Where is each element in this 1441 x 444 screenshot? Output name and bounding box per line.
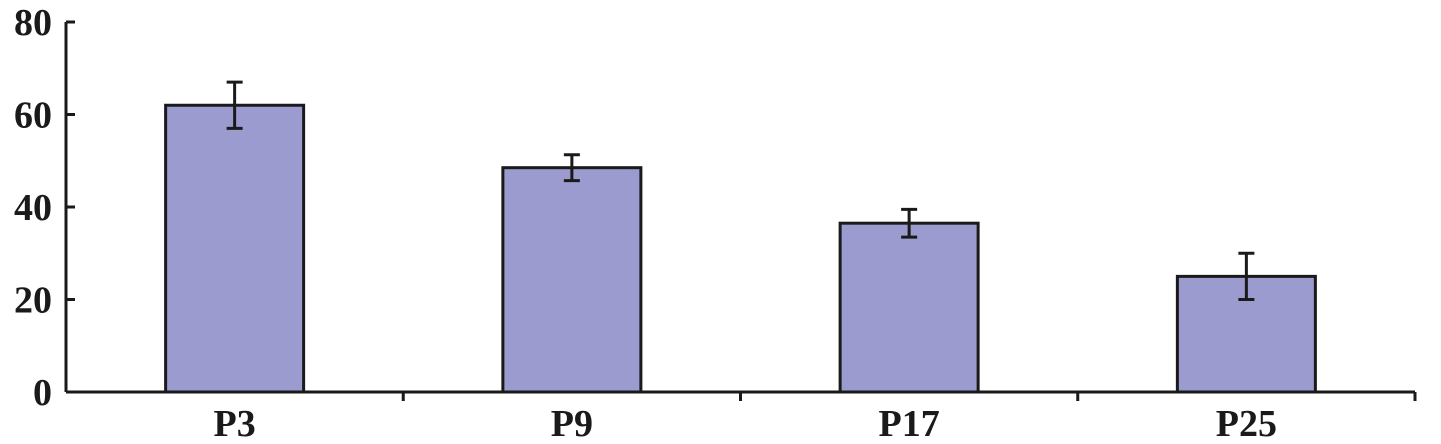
plot-area: P3 P9 P17 P25 0 20 40 60 80 xyxy=(14,2,1417,444)
x-tick-label-p9: P9 xyxy=(551,403,593,444)
x-tick-label-p25: P25 xyxy=(1216,403,1277,444)
bar-p3 xyxy=(164,103,306,394)
y-tick-label-0: 0 xyxy=(33,372,52,414)
bar-p9 xyxy=(501,166,643,394)
error-bar-p9 xyxy=(563,153,580,183)
y-tick-label-40: 40 xyxy=(14,187,52,229)
y-tick-label-80: 80 xyxy=(14,2,52,44)
y-tick-label-60: 60 xyxy=(14,95,52,137)
x-tick-label-p17: P17 xyxy=(879,403,940,444)
bar-p17 xyxy=(838,221,980,394)
x-tick-label-p3: P3 xyxy=(214,403,256,444)
y-tick-label-20: 20 xyxy=(14,280,52,322)
error-bar-p25 xyxy=(1238,251,1255,301)
error-bar-p3 xyxy=(226,80,243,130)
error-bar-p17 xyxy=(901,207,918,239)
